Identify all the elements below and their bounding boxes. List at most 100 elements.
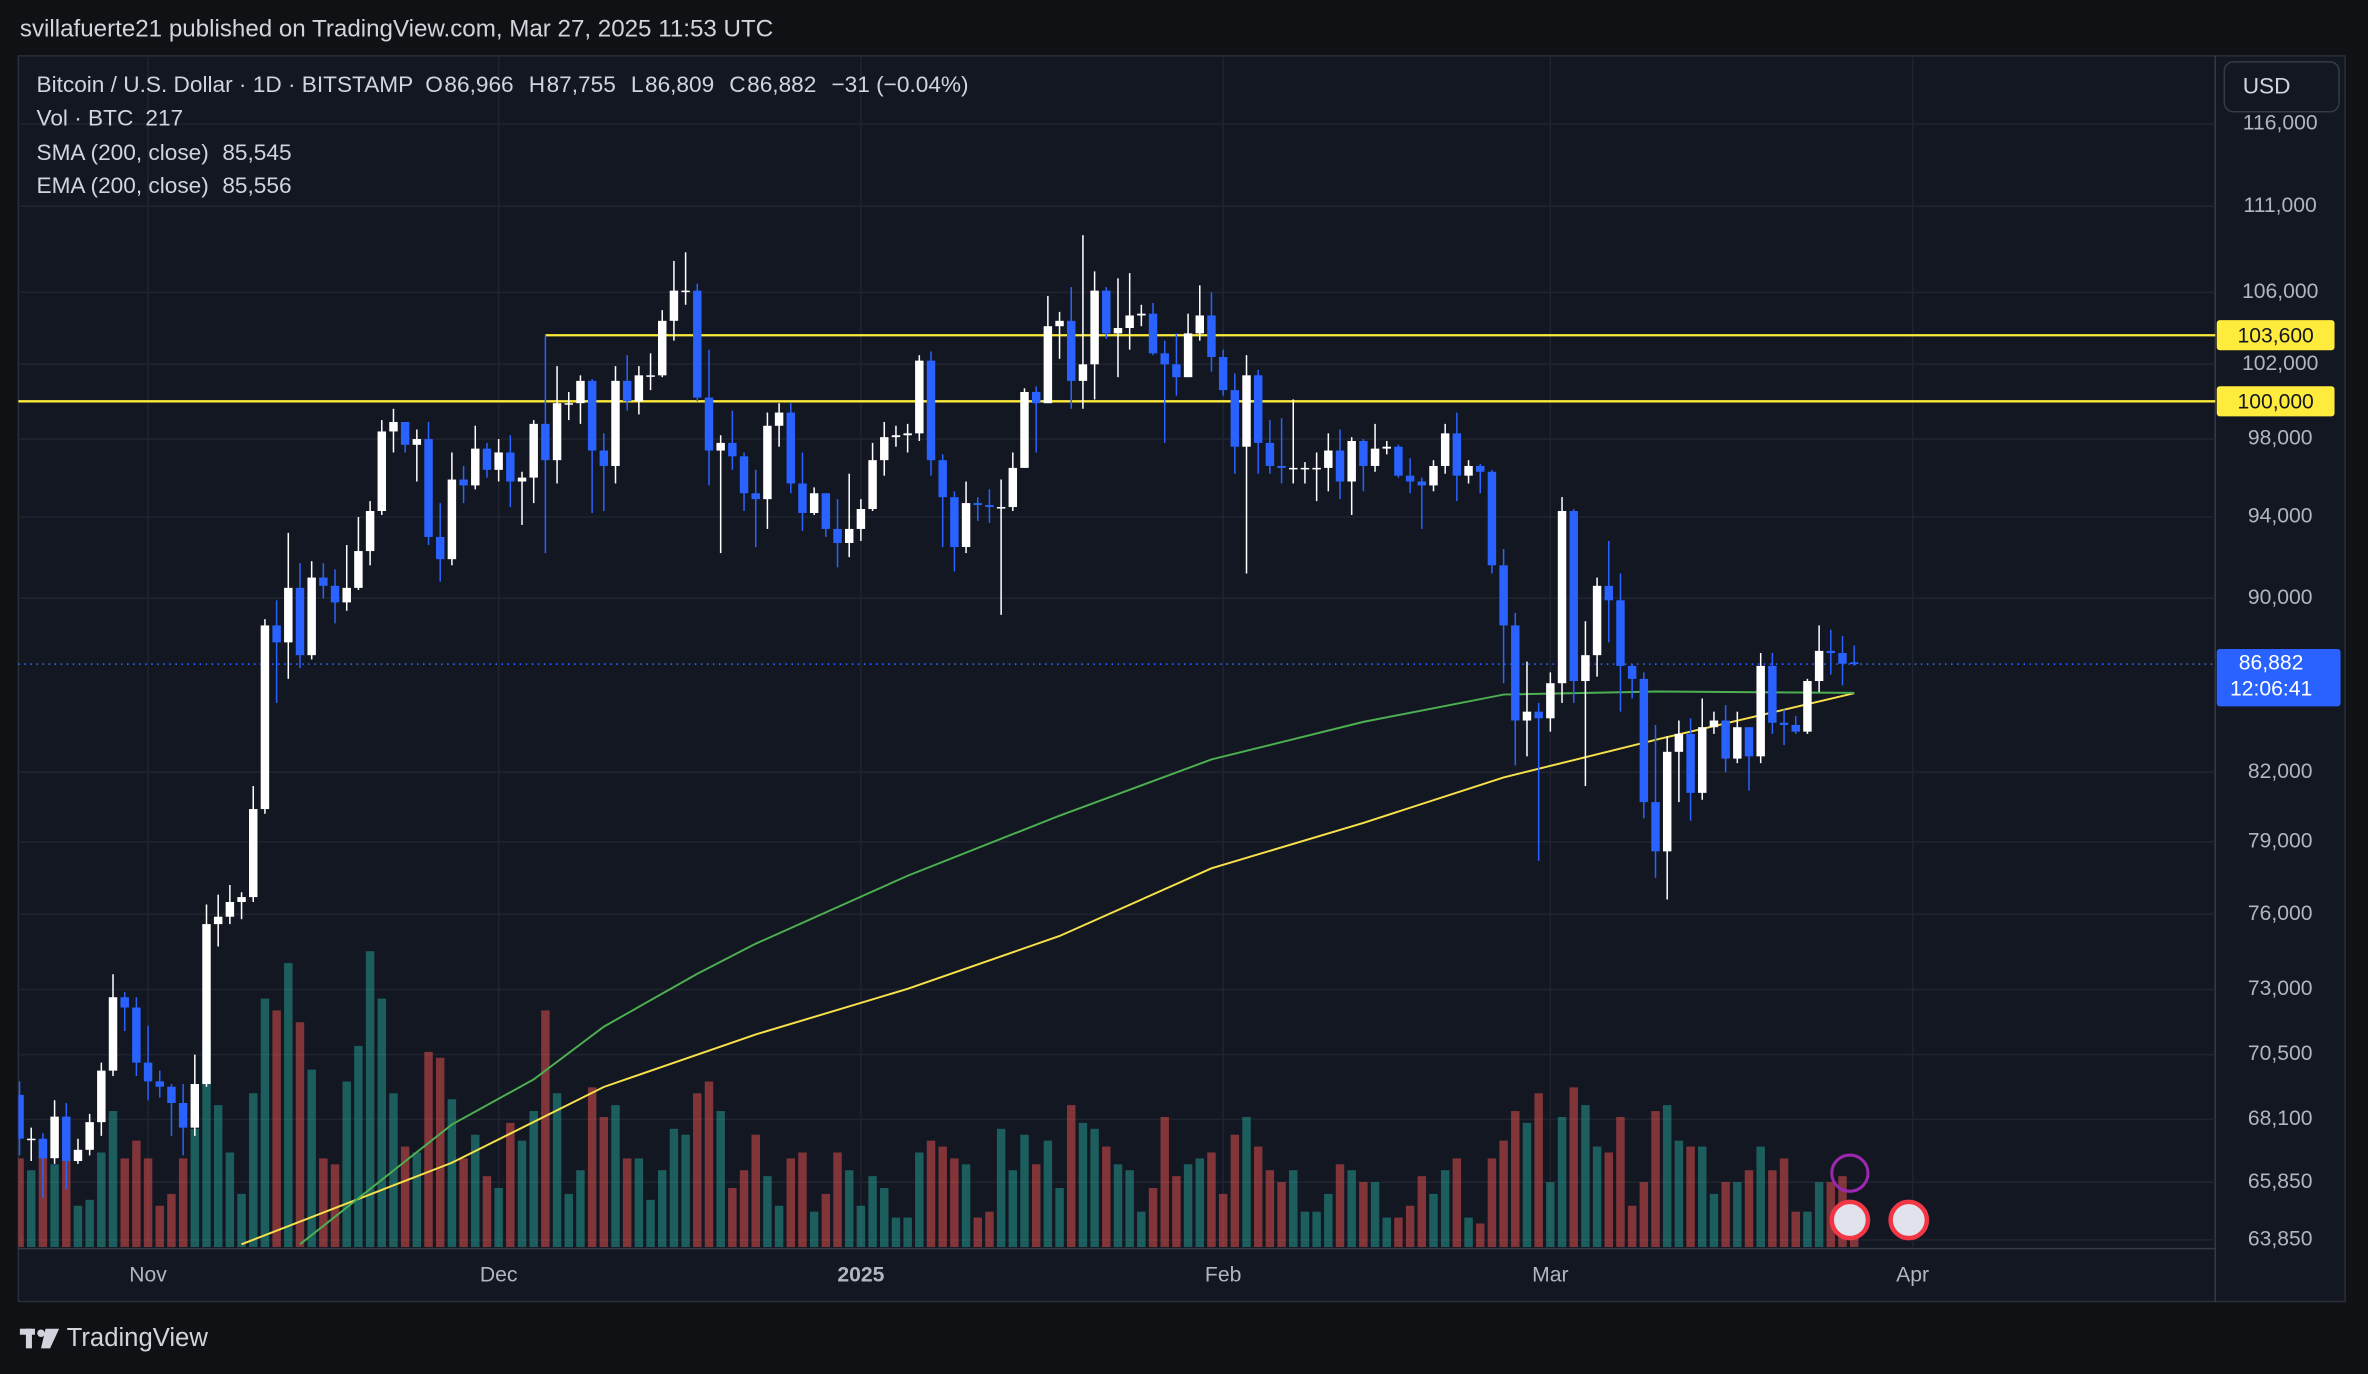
volume-bar xyxy=(938,1146,947,1248)
volume-bar xyxy=(996,1128,1006,1248)
candle-body xyxy=(1662,751,1672,852)
volume-bar xyxy=(1324,1193,1333,1248)
levels-layer: 103,600 100,000 xyxy=(18,320,2335,666)
y-tick-label: 68,100 xyxy=(2248,1107,2313,1130)
candle-body xyxy=(1125,315,1134,328)
volume-bar xyxy=(1160,1116,1169,1248)
candle-body xyxy=(1160,353,1169,365)
volume-legend-value: 217 xyxy=(145,105,183,130)
y-tick-label: 63,850 xyxy=(2248,1227,2313,1250)
volume-bar xyxy=(260,998,270,1248)
volume-bar xyxy=(1709,1193,1719,1248)
candle-body xyxy=(1686,733,1695,793)
volume-bar xyxy=(342,1081,351,1248)
candle-body xyxy=(1803,681,1812,732)
candle-body xyxy=(599,450,609,466)
candle-body xyxy=(1067,320,1076,381)
candle-body xyxy=(1534,711,1543,719)
volume-bar xyxy=(190,1128,200,1248)
candle-body xyxy=(249,809,258,898)
volume-bar xyxy=(693,1093,702,1248)
countdown-label: 12:06:41 xyxy=(2230,677,2312,700)
volume-bar xyxy=(62,1146,71,1248)
candle-body xyxy=(926,360,936,461)
volume-bar xyxy=(611,1105,620,1248)
volume-bar xyxy=(716,1111,725,1248)
candle-body xyxy=(62,1116,71,1162)
candle-body xyxy=(1148,313,1158,354)
volume-bar xyxy=(1207,1152,1216,1248)
volume-bar xyxy=(1452,1158,1462,1248)
volume-bar xyxy=(587,1087,597,1248)
legend-title: Bitcoin / U.S. Dollar · 1D · BITSTAMP xyxy=(36,72,413,97)
volume-bar xyxy=(1067,1105,1076,1248)
candle-body xyxy=(26,1138,36,1141)
candle-body xyxy=(576,380,585,404)
volume-bar xyxy=(821,1193,831,1248)
volume-bar xyxy=(482,1176,492,1248)
volume-bar xyxy=(155,1205,164,1248)
candle-body xyxy=(774,412,784,426)
volume-bar xyxy=(1581,1105,1590,1248)
volume-bar xyxy=(400,1146,410,1248)
candle-body xyxy=(471,448,480,486)
candle-body xyxy=(365,511,375,552)
x-tick-label: Apr xyxy=(1896,1263,1929,1286)
candle-body xyxy=(108,997,118,1071)
candle-body xyxy=(1370,448,1380,466)
volume-bar xyxy=(1814,1182,1824,1248)
candle-body xyxy=(704,397,714,451)
volume-bar xyxy=(844,1170,854,1248)
volume-bar xyxy=(1604,1152,1614,1248)
volume-bar xyxy=(1744,1170,1754,1248)
volume-bar xyxy=(225,1152,235,1248)
level-label: 103,600 xyxy=(2237,324,2313,347)
candle-body xyxy=(237,897,246,902)
volume-bar xyxy=(798,1152,807,1248)
volume-bar xyxy=(1090,1128,1099,1248)
candle-body xyxy=(1744,727,1754,757)
x-tick-label: Nov xyxy=(129,1263,167,1286)
volume-bar xyxy=(459,1158,468,1248)
candle-body xyxy=(1721,720,1730,759)
candle-body xyxy=(424,439,433,537)
candle-body xyxy=(132,1007,141,1063)
currency-label[interactable]: USD xyxy=(2243,74,2291,99)
volume-bar xyxy=(786,1158,796,1248)
candle-body xyxy=(938,460,947,498)
volume-bar xyxy=(1686,1146,1695,1248)
volume-bar xyxy=(1698,1146,1707,1248)
candle-body xyxy=(880,437,889,461)
volume-bar xyxy=(552,1093,562,1248)
candle-body xyxy=(996,507,1006,509)
volume-bar xyxy=(1557,1116,1567,1248)
candle-body xyxy=(646,375,655,377)
y-tick-label: 79,000 xyxy=(2248,829,2313,852)
candle-body xyxy=(1522,711,1532,721)
candle-body xyxy=(73,1149,83,1162)
volume-bar xyxy=(1394,1217,1403,1248)
volume-bar xyxy=(1592,1146,1602,1248)
volume-bar xyxy=(985,1211,994,1248)
last-price-label: 86,882 xyxy=(2239,652,2304,675)
candle-body xyxy=(821,493,831,529)
currency-button[interactable] xyxy=(2223,61,2340,113)
candle-body xyxy=(435,536,445,560)
volume-bar xyxy=(903,1217,912,1248)
ohlc-key: H xyxy=(529,72,545,97)
candle-body xyxy=(1102,290,1111,334)
moving-average-line xyxy=(241,692,1855,1246)
level-label: 100,000 xyxy=(2237,390,2313,413)
volume-bar xyxy=(728,1187,737,1248)
volume-bar xyxy=(73,1205,83,1248)
candle-body xyxy=(552,403,562,461)
y-tick-label: 76,000 xyxy=(2248,902,2313,925)
volume-bar xyxy=(1218,1193,1228,1248)
volume-bar xyxy=(891,1217,901,1248)
candle-body xyxy=(973,503,982,506)
candle-body xyxy=(1511,625,1520,721)
volume-bar xyxy=(1522,1122,1532,1248)
candle-body xyxy=(1405,475,1415,482)
candle-body xyxy=(1674,733,1684,752)
